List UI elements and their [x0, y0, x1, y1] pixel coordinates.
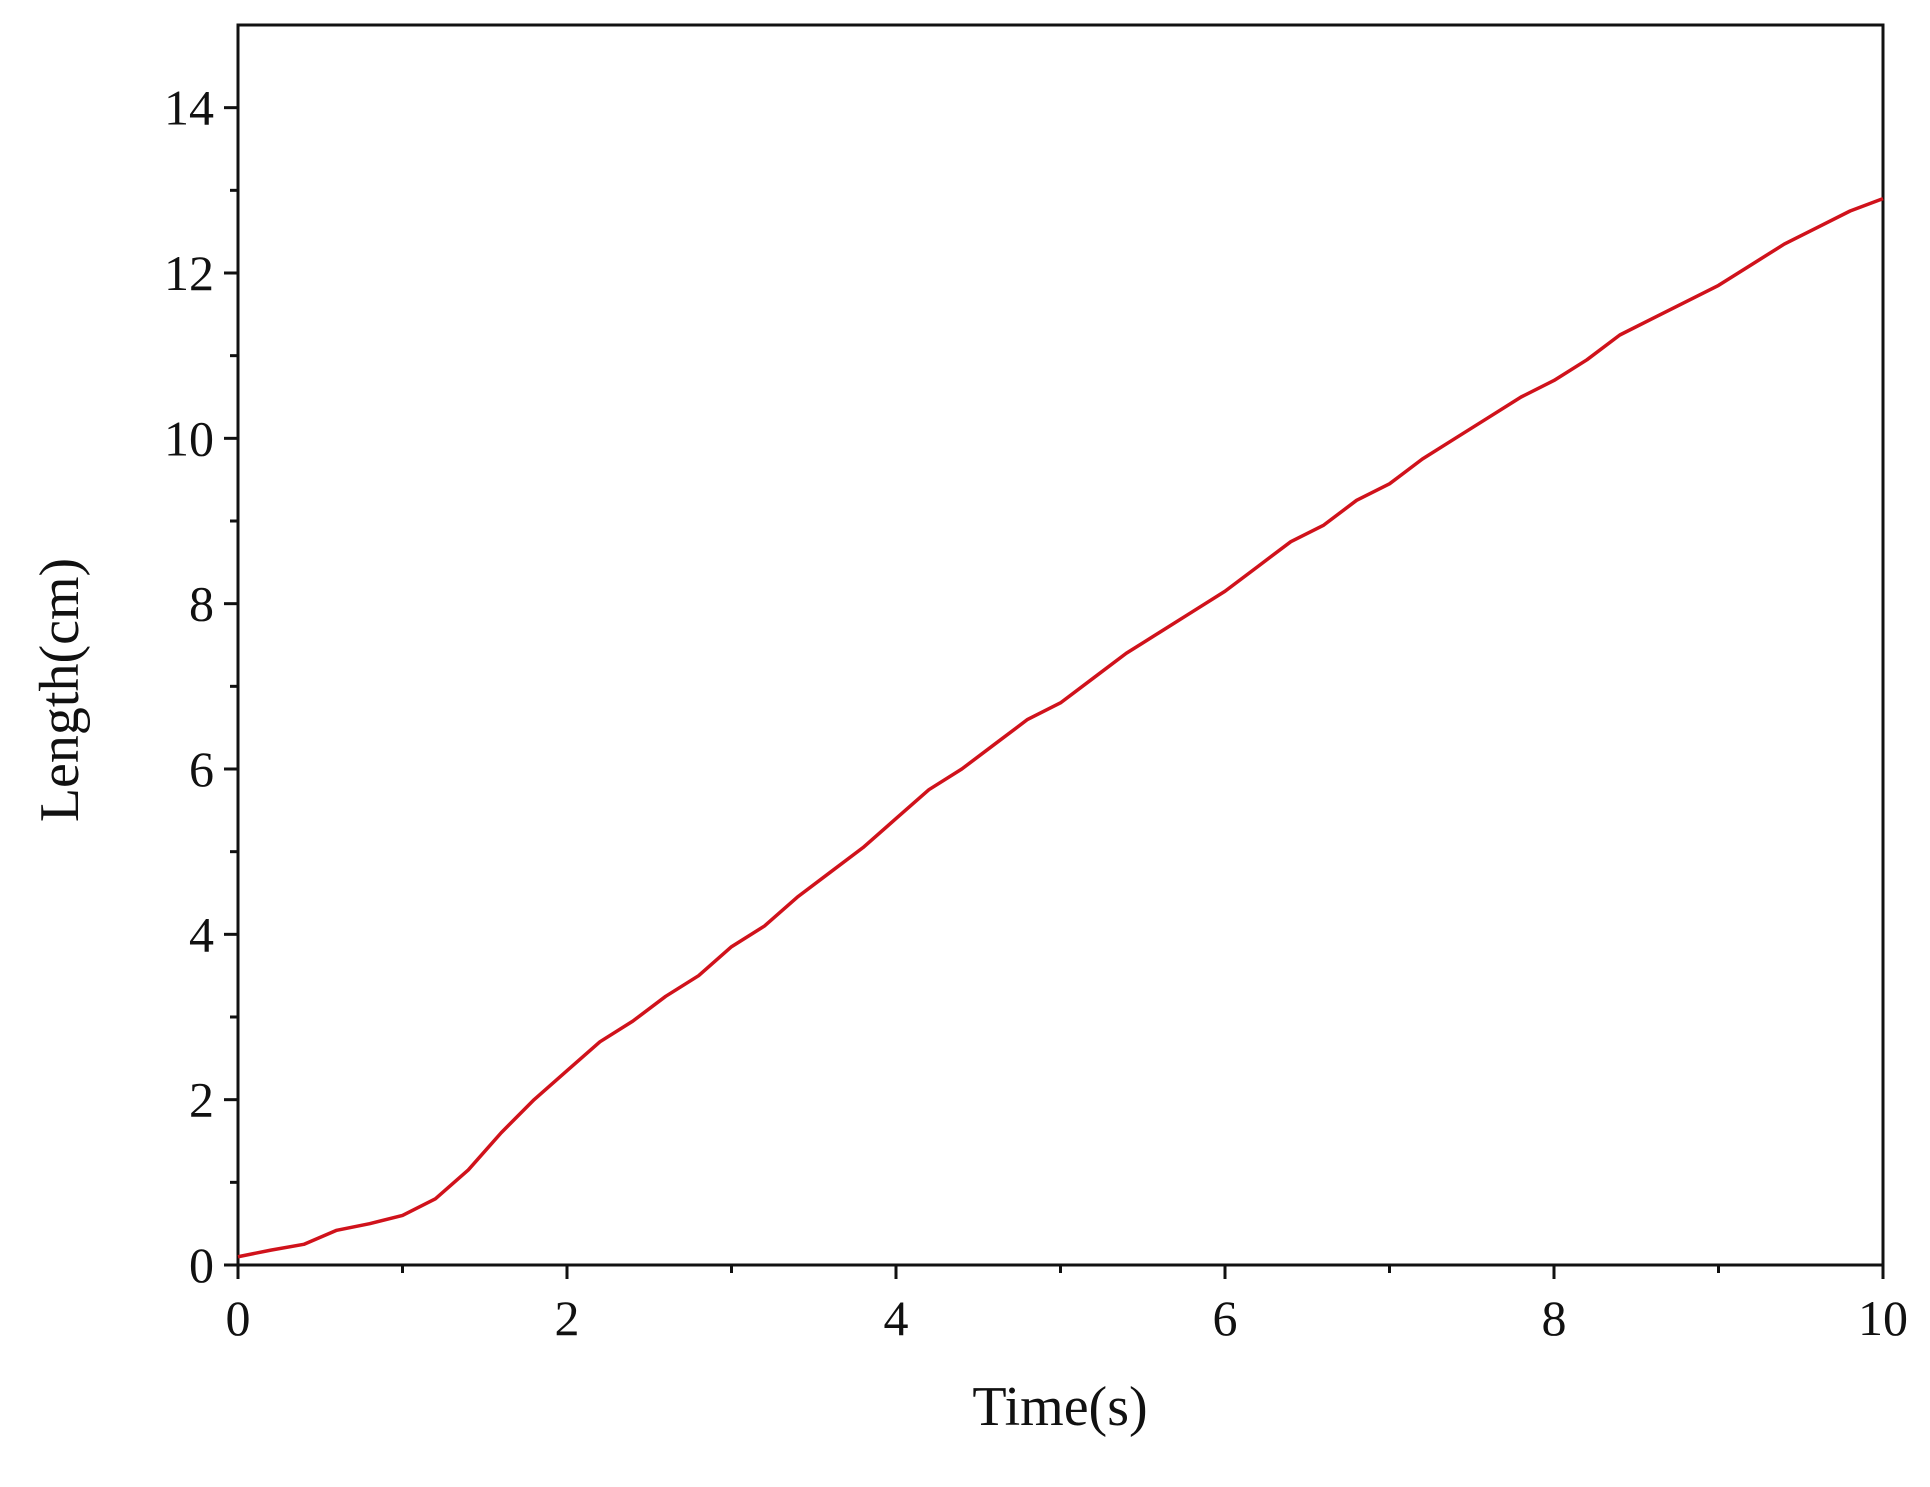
y-tick-label: 12: [164, 245, 214, 301]
y-tick-label: 8: [189, 576, 214, 632]
y-axis-label: Length(cm): [29, 558, 91, 822]
data-line: [237, 196, 1884, 1259]
y-tick-label: 6: [189, 741, 214, 797]
x-tick-label: 0: [226, 1290, 251, 1346]
x-tick-label: 4: [884, 1290, 909, 1346]
x-tick-label: 2: [555, 1290, 580, 1346]
x-tick-label: 10: [1858, 1290, 1908, 1346]
y-tick-label: 14: [164, 80, 214, 136]
x-tick-label: 6: [1213, 1290, 1238, 1346]
y-tick-label: 4: [189, 906, 214, 962]
y-tick-label: 10: [164, 410, 214, 466]
x-axis-label: Time(s): [972, 1376, 1147, 1438]
plot-frame: [236, 23, 1885, 1267]
y-tick-label: 0: [189, 1237, 214, 1293]
y-tick-label: 2: [189, 1072, 214, 1128]
x-tick-label: 8: [1542, 1290, 1567, 1346]
